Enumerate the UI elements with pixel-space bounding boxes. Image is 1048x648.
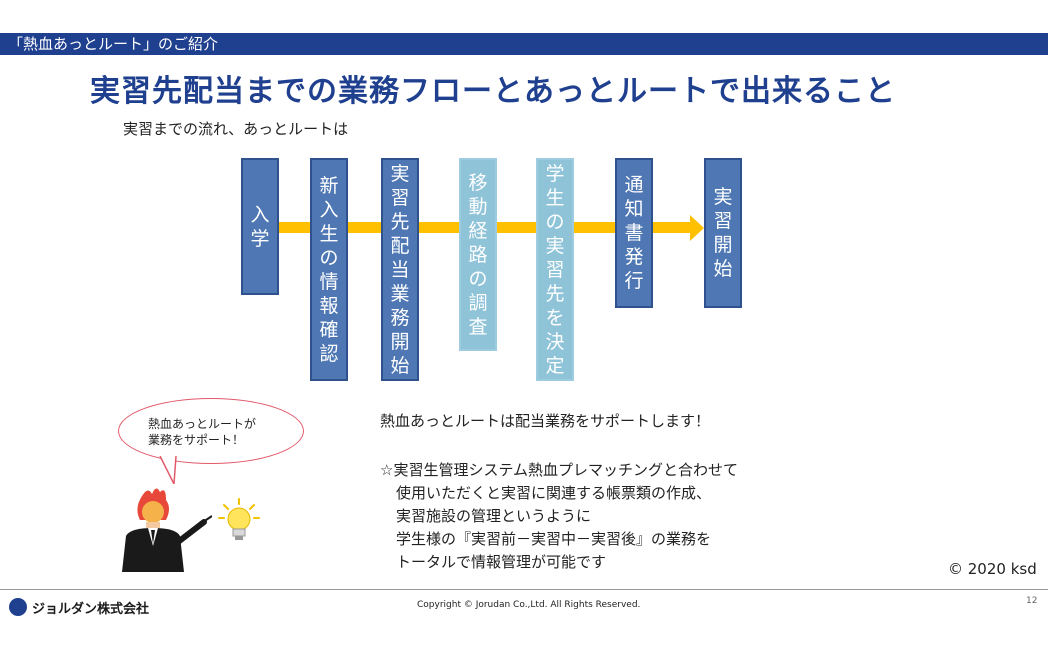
flow-intro-text: 実習までの流れ、あっとルートは <box>123 120 349 138</box>
flow-step-char: 実 <box>390 162 410 185</box>
speech-bubble <box>118 398 304 464</box>
flow-step-char: 査 <box>468 315 488 338</box>
flow-step-char: 配 <box>390 234 410 257</box>
flow-step-char: を <box>545 306 565 329</box>
flow-step-char: 通 <box>624 174 644 196</box>
flow-step-char: 学 <box>545 162 565 185</box>
jorudan-logo-icon <box>9 598 27 616</box>
flow-step-char: 行 <box>624 270 644 292</box>
support-line: ☆実習生管理システム熱血プレマッチングと合わせて <box>380 461 738 479</box>
flow-step-char: 習 <box>390 186 410 209</box>
footer-copyright: Copyright © Jorudan Co.,Ltd. All Rights … <box>417 600 641 610</box>
flow-step-char: 確 <box>319 318 339 341</box>
flow-step-route-survey: 移動経路の調査 <box>459 158 497 351</box>
flow-step-char: 認 <box>319 342 339 365</box>
slide-title: 実習先配当までの業務フローとあっとルートで出来ること <box>90 74 896 109</box>
flow-step-char: 実 <box>545 234 565 257</box>
flow-step-char: 務 <box>390 306 410 329</box>
flow-step-char: 発 <box>624 246 644 268</box>
flow-step-char: 定 <box>545 354 565 377</box>
section-title: 「熱血あっとルート」のご紹介 <box>8 35 219 53</box>
flow-step-placement-decision: 学生の実習先を決定 <box>536 158 574 381</box>
flow-step-char: 知 <box>624 198 644 220</box>
flow-step-char: 入 <box>319 198 339 221</box>
flow-step-char: 経 <box>468 219 488 242</box>
flow-step-char: 決 <box>545 330 565 353</box>
speech-bubble-tail <box>159 456 177 484</box>
company-logo: ジョルダン株式会社 <box>8 596 149 618</box>
flow-step-char: 始 <box>390 354 410 377</box>
support-line: トータルで情報管理が可能です <box>396 553 607 571</box>
flow-step-char: 動 <box>468 195 488 218</box>
flow-step-char: 開 <box>713 234 733 256</box>
flow-step-assignment-start: 実習先配当業務開始 <box>381 158 419 381</box>
flow-step-char: 習 <box>713 210 733 232</box>
mascot-presenter-icon <box>122 488 212 572</box>
company-name: ジョルダン株式会社 <box>32 601 150 617</box>
flow-step-char: の <box>319 246 339 269</box>
flow-step-char: 当 <box>390 258 410 281</box>
flow-step-char: 調 <box>468 291 488 314</box>
support-line: 使用いただくと実習に関連する帳票類の作成、 <box>396 484 712 502</box>
flow-step-char: 報 <box>319 294 339 317</box>
flow-step-char: 業 <box>390 282 410 305</box>
footer-divider <box>0 589 1048 590</box>
flow-step-char: 入 <box>250 203 270 226</box>
flow-step-char: 移 <box>468 171 488 194</box>
flow-step-enrollment: 入学 <box>241 158 279 295</box>
flow-step-training-start: 実習開始 <box>704 158 742 308</box>
flow-step-char: 実 <box>713 186 733 208</box>
flow-arrow-head <box>690 215 704 241</box>
flow-step-char: 開 <box>390 330 410 353</box>
support-line: 実習施設の管理というように <box>396 507 592 525</box>
flow-step-char: 先 <box>545 282 565 305</box>
flow-step-notice-issue: 通知書発行 <box>615 158 653 308</box>
flow-step-char: 情 <box>319 270 339 293</box>
slide-copyright: © 2020 ksd <box>948 560 1037 578</box>
section-header-bar: 「熱血あっとルート」のご紹介 <box>0 33 1048 55</box>
support-headline: 熱血あっとルートは配当業務をサポートします！ <box>380 412 711 430</box>
speech-bubble-text: 熱血あっとルートが 業務をサポート！ <box>148 416 256 448</box>
bubble-line-2: 業務をサポート！ <box>148 433 245 447</box>
lightbulb-icon <box>218 498 260 540</box>
support-description: ☆実習生管理システム熱血プレマッチングと合わせて 使用いただくと実習に関連する帳… <box>380 459 738 574</box>
flow-step-char: 学 <box>250 227 270 250</box>
flow-step-char: の <box>545 210 565 233</box>
flow-step-char: 生 <box>545 186 565 209</box>
flow-step-char: 生 <box>319 222 339 245</box>
page-number: 12 <box>1026 596 1038 606</box>
flow-step-student-info-check: 新入生の情報確認 <box>310 158 348 381</box>
flow-step-char: 習 <box>545 258 565 281</box>
flow-step-char: 先 <box>390 210 410 233</box>
flow-step-char: 新 <box>319 174 339 197</box>
flow-step-char: の <box>468 267 488 290</box>
flow-step-char: 書 <box>624 222 644 244</box>
bubble-line-1: 熱血あっとルートが <box>148 417 257 431</box>
support-line: 学生様の『実習前－実習中－実習後』の業務を <box>396 530 712 548</box>
flow-step-char: 始 <box>713 258 733 280</box>
flow-step-char: 路 <box>468 243 488 266</box>
